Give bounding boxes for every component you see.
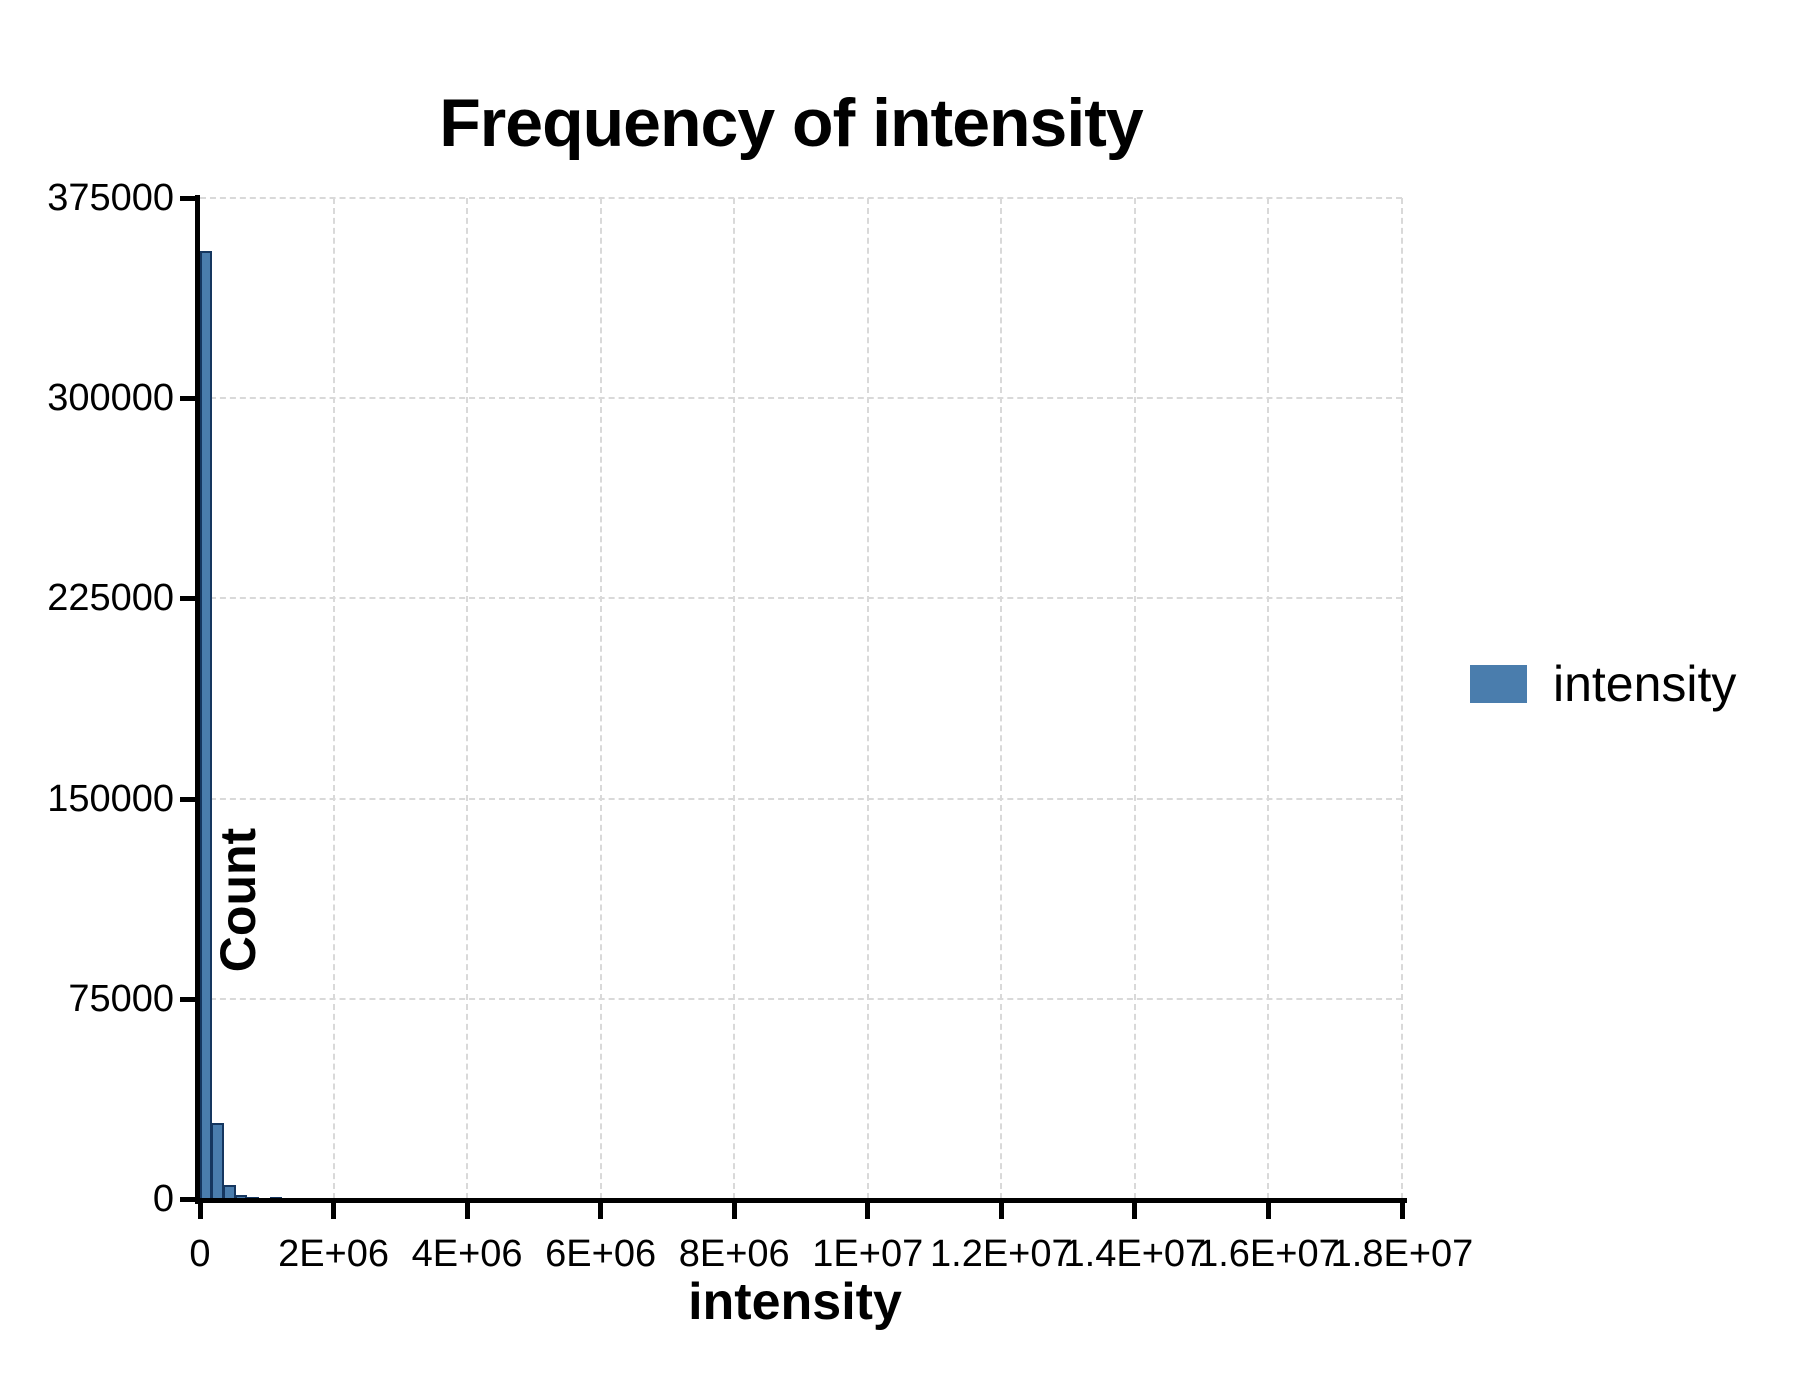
y-tick: [180, 1197, 197, 1202]
x-tick: [1132, 1201, 1138, 1219]
x-tick-label: 4E+06: [411, 1233, 523, 1275]
y-axis-line: [195, 195, 200, 1204]
x-axis-line: [195, 1198, 1407, 1203]
x-tick-label: 1.8E+07: [1330, 1233, 1474, 1275]
y-tick: [180, 796, 197, 802]
legend: intensity: [1470, 645, 1736, 723]
x-tick-label: 1E+07: [812, 1233, 924, 1275]
y-tick-label: 0: [152, 1178, 174, 1220]
histogram-bar: [222, 1184, 236, 1199]
x-axis-title: intensity: [688, 1273, 902, 1331]
gridline-v: [332, 198, 335, 1199]
x-tick: [731, 1201, 737, 1219]
x-tick: [998, 1201, 1004, 1219]
gridline-h: [200, 797, 1402, 800]
x-tick: [197, 1201, 203, 1219]
x-tick-label: 2E+06: [278, 1233, 390, 1275]
y-tick-label: 150000: [47, 777, 174, 820]
y-tick-label: 225000: [47, 577, 174, 620]
x-tick-label: 8E+06: [678, 1233, 790, 1275]
x-tick-label: 1.2E+07: [930, 1233, 1073, 1275]
gridline-h: [200, 197, 1402, 199]
y-tick: [180, 596, 197, 602]
y-axis-title: Count: [210, 827, 266, 973]
legend-swatch: [1470, 665, 1527, 703]
gridline-v: [599, 198, 602, 1199]
x-tick: [598, 1201, 604, 1219]
gridline-v: [1401, 198, 1403, 1199]
y-tick: [180, 396, 197, 402]
x-tick-label: 1.4E+07: [1063, 1233, 1207, 1275]
x-tick: [1265, 1201, 1271, 1219]
gridline-v: [1000, 198, 1003, 1199]
y-tick-label: 300000: [47, 377, 174, 420]
gridline-v: [1133, 198, 1136, 1199]
gridline-h: [200, 997, 1402, 1000]
histogram-bar: [211, 1122, 224, 1199]
x-tick-label: 0: [189, 1233, 211, 1275]
x-tick-label: 6E+06: [545, 1233, 657, 1275]
y-tick: [180, 196, 197, 201]
x-tick: [464, 1201, 470, 1219]
gridline-v: [466, 198, 469, 1199]
y-tick-label: 75000: [68, 977, 174, 1020]
x-tick-label: 1.6E+07: [1197, 1233, 1340, 1275]
gridline-v: [866, 198, 869, 1199]
x-tick: [865, 1201, 871, 1219]
histogram-bar: [199, 251, 213, 1199]
y-tick: [180, 996, 197, 1002]
plot-area: Count 0 75000 150000 225000 300000 375000 0 2E+…: [47, 177, 1473, 1275]
gridline-v: [1267, 198, 1270, 1199]
gridline-h: [200, 397, 1402, 400]
gridline-h: [200, 597, 1402, 600]
x-tick: [1399, 1201, 1405, 1219]
gridline-v: [733, 198, 736, 1199]
legend-label: intensity: [1553, 656, 1737, 712]
x-tick: [331, 1201, 337, 1219]
chart-title: Frequency of intensity: [439, 85, 1143, 161]
y-tick-label: 375000: [47, 177, 174, 219]
